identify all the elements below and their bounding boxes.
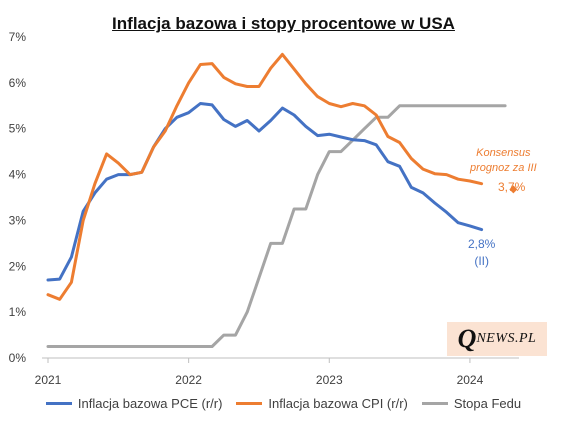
y-axis-ticks: 0% 1% 2% 3% 4% 5% 6% 7% bbox=[9, 30, 27, 365]
legend: Inflacja bazowa PCE (r/r) Inflacja bazow… bbox=[0, 396, 567, 411]
legend-item-cpi: Inflacja bazowa CPI (r/r) bbox=[236, 396, 408, 411]
legend-swatch-fed bbox=[421, 402, 448, 405]
y-tick-label: 2% bbox=[9, 259, 27, 273]
consensus-value-label: 3,7% bbox=[498, 180, 526, 194]
legend-label-pce: Inflacja bazowa PCE (r/r) bbox=[77, 396, 223, 411]
y-tick-label: 4% bbox=[9, 168, 27, 182]
chart-title: Inflacja bazowa i stopy procentowe w USA bbox=[112, 14, 455, 33]
x-tick-label: 2023 bbox=[316, 373, 343, 387]
logo-q: Q bbox=[457, 324, 477, 353]
consensus-marker bbox=[509, 185, 518, 194]
y-tick-label: 0% bbox=[9, 351, 27, 365]
legend-label-cpi: Inflacja bazowa CPI (r/r) bbox=[268, 396, 408, 411]
legend-swatch-cpi bbox=[236, 402, 263, 405]
series-group bbox=[46, 52, 507, 348]
y-tick-label: 7% bbox=[9, 30, 27, 44]
x-tick-label: 2021 bbox=[35, 373, 62, 387]
y-tick-label: 6% bbox=[9, 76, 27, 90]
logo-rest: NEWS.PL bbox=[476, 331, 537, 346]
qnews-logo: Q NEWS.PL bbox=[447, 322, 547, 356]
consensus-label-line2: prognoz za III bbox=[470, 162, 537, 174]
legend-item-pce: Inflacja bazowa PCE (r/r) bbox=[45, 396, 223, 411]
pce-last-value: 2,8% bbox=[468, 237, 496, 251]
legend-label-fed: Stopa Fedu bbox=[453, 396, 522, 411]
consensus-annotation: Konsensus prognoz za III bbox=[470, 146, 537, 176]
series-line-pce bbox=[46, 102, 484, 282]
pce-last-period: (II) bbox=[474, 254, 490, 268]
x-axis-ticks: 2021 2022 2023 2024 bbox=[35, 358, 484, 387]
y-tick-label: 3% bbox=[9, 213, 27, 227]
y-tick-label: 1% bbox=[9, 305, 27, 319]
series-line-cpi bbox=[46, 52, 484, 301]
x-tick-label: 2022 bbox=[175, 373, 202, 387]
legend-item-fed: Stopa Fedu bbox=[421, 396, 522, 411]
series-line-fed bbox=[46, 104, 507, 348]
legend-swatch-pce bbox=[45, 402, 72, 405]
pce-last-value-annotation: 2,8% (II) bbox=[468, 236, 495, 270]
y-tick-label: 5% bbox=[9, 122, 27, 136]
x-tick-label: 2024 bbox=[457, 373, 484, 387]
consensus-label-line1: Konsensus bbox=[476, 147, 531, 159]
